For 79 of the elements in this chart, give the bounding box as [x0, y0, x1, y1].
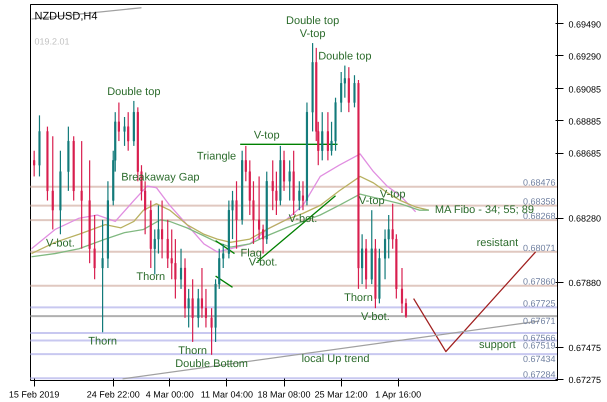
ref-line-label: 0.67519: [522, 340, 556, 350]
y-tick-label: 0.69085: [568, 84, 602, 94]
candlestick: [180, 248, 182, 290]
candlestick: [118, 102, 120, 142]
candlestick: [404, 298, 408, 318]
candlestick: [192, 278, 194, 343]
candlestick: [321, 112, 324, 161]
x-tick-label: 11 Mar 04:00: [200, 390, 254, 400]
ref-line-label: 0.68268: [522, 211, 556, 222]
candlestick: [353, 74, 356, 108]
candlestick: [258, 176, 260, 240]
y-tick-label: 0.68280: [568, 214, 602, 224]
ref-line-label: 0.68358: [522, 196, 556, 207]
candlestick: [326, 112, 329, 161]
candlestick: [361, 234, 364, 285]
annotation: Thorn: [178, 344, 208, 357]
annotation: resistant: [476, 236, 518, 249]
candlestick: [384, 228, 386, 280]
y-tick-label: 0.67475: [568, 343, 602, 354]
x-tick-label: 18 Mar 08:00: [258, 390, 311, 400]
candlestick: [170, 228, 173, 280]
ref-line-label: 0.67566: [522, 332, 556, 343]
y-tick-label: 0.67275: [568, 375, 602, 386]
y-tick-label: 0.69490: [568, 19, 602, 30]
annotation: Thorn: [88, 335, 117, 348]
x-tick-label: 4 Mar 00:00: [146, 390, 194, 400]
y-tick-label: 0.69290: [568, 51, 602, 62]
y-tick-label: 0.68685: [568, 148, 602, 159]
candlestick: [94, 214, 96, 280]
x-tick-label: 1 Apr 16:00: [375, 390, 422, 400]
candlestick: [127, 112, 130, 152]
candlestick: [235, 180, 238, 250]
ref-line-label: 0.67860: [522, 276, 556, 287]
candlestick: [272, 160, 274, 211]
candlestick: [298, 180, 300, 211]
candlestick: [204, 288, 208, 328]
candlestick: [400, 267, 404, 314]
text: NZDUSD,H4: [34, 10, 98, 22]
candlestick: [302, 180, 304, 211]
candlestick: [166, 219, 169, 269]
candlestick: [388, 214, 390, 259]
annotation: V-top: [300, 28, 326, 40]
candlestick: [200, 267, 204, 318]
candlestick: [330, 121, 333, 156]
ref-line-label: 0.68476: [522, 178, 556, 188]
ref-line-label: 0.67434: [522, 354, 556, 364]
annotation: support: [479, 339, 516, 352]
annotation: local Up trend: [302, 352, 370, 365]
annotation: V-top: [254, 129, 280, 142]
ref-line-label: 0.67284: [522, 369, 556, 380]
candlestick: [210, 308, 213, 356]
x-tick-label: 24 Feb 22:00: [86, 390, 140, 400]
candlestick: [123, 116, 126, 146]
candlestick: [102, 219, 104, 333]
y-tick-label: 0.68885: [568, 116, 602, 126]
annotation: 019.2.01: [34, 36, 70, 46]
y-tick-label: 0.67880: [568, 278, 602, 288]
annotation: Thorn: [344, 292, 373, 304]
candlestick: [33, 150, 36, 178]
annotation: Double top: [286, 15, 340, 28]
ref-line-label: 0.67725: [522, 298, 556, 308]
candlestick: [188, 288, 190, 328]
candlestick: [288, 160, 291, 202]
candlestick: [52, 136, 54, 230]
annotation: Double top: [107, 86, 160, 98]
candlestick: [282, 150, 286, 192]
x-tick-label: 25 Mar 12:00: [314, 390, 368, 400]
candlestick: [197, 288, 200, 328]
annotation: V-bot.: [361, 311, 390, 324]
ref-line-label: 0.67671: [522, 316, 556, 326]
annotation: Triangle: [196, 150, 236, 162]
candlestick: [161, 200, 164, 259]
candlestick: [80, 140, 83, 250]
annotation: Thorn: [136, 271, 166, 284]
candlestick: [157, 204, 160, 254]
annotation: Double top: [318, 50, 372, 63]
x-tick-label: 15 Feb 2019: [8, 390, 60, 400]
annotation: Double Bottom: [175, 358, 248, 370]
ref-line-label: 0.68071: [522, 242, 556, 253]
